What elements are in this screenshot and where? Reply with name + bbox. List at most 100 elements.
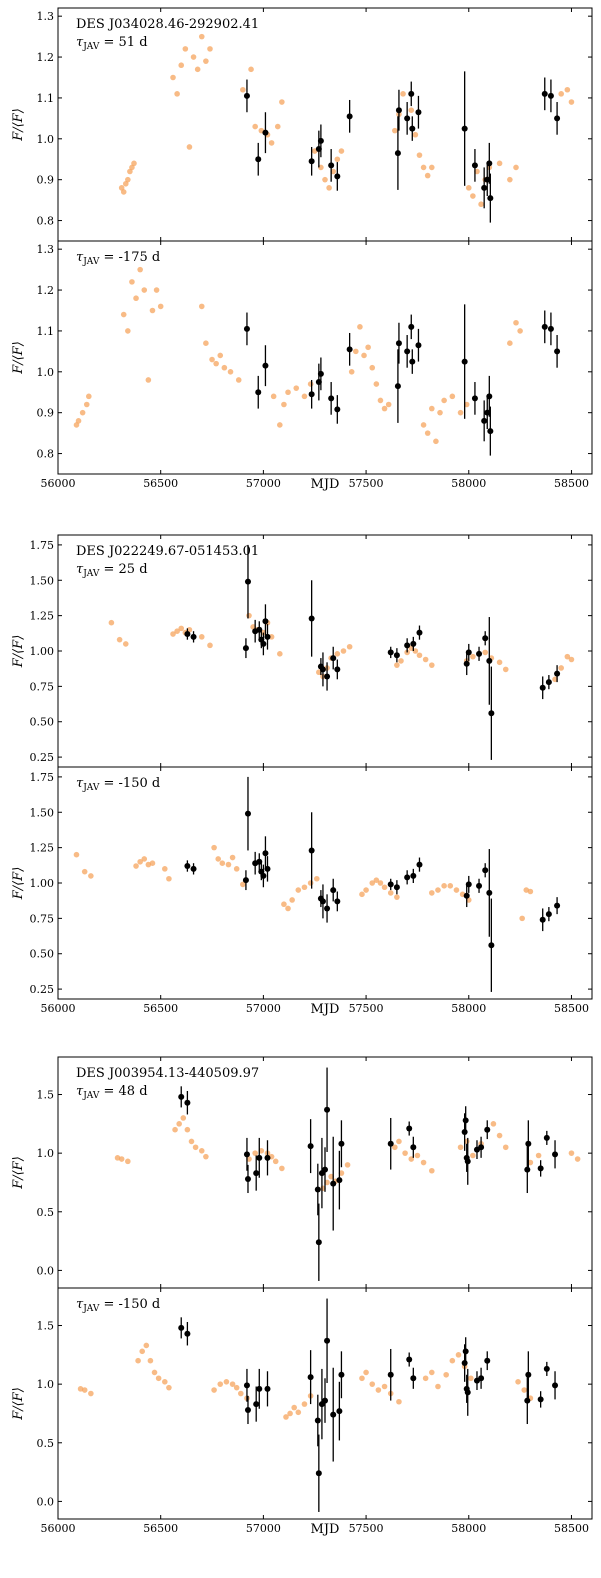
line-point [262,850,269,857]
continuum-point [215,856,221,862]
line-point [314,1186,321,1193]
line-point [314,1417,321,1424]
line-point [262,618,269,625]
line-point [324,1337,331,1344]
line-point [404,348,411,355]
line-point [547,325,554,332]
line-series [178,1298,559,1512]
y-axis-label: F/⟨F⟩ [11,341,26,375]
continuum-point [233,1384,240,1391]
line-point [315,1239,322,1246]
x-tick-label: 58500 [554,1522,589,1535]
y-tick-label: 0.5 [37,1206,55,1219]
continuum-point [129,279,135,285]
continuum-point [227,369,234,375]
line-point [394,150,401,157]
line-point [322,1166,328,1173]
continuum-point [209,356,215,363]
continuum-point [291,1404,297,1411]
y-tick-label: 1.5 [37,1320,55,1333]
line-point [315,1470,322,1477]
continuum-point [457,1144,464,1151]
line-point [395,340,402,347]
y-tick-label: 1.2 [37,51,55,64]
line-point [461,1360,468,1367]
line-point [416,861,423,868]
object-name: DES J022249.67-051453.01 [76,544,259,559]
continuum-point [221,364,228,371]
y-tick-label: 1.75 [30,771,55,784]
x-tick-label: 56000 [41,477,76,490]
continuum-point [120,189,127,195]
continuum-point [502,1144,509,1151]
line-point [410,640,417,647]
continuum-point [157,303,164,310]
line-point [461,358,468,365]
line-point [346,346,353,353]
panel-bottom: 0.0 0.5 1.0 1.5 56000 56500 57000 57500 58000 585… [11,1287,593,1535]
line-point [543,1134,550,1141]
line-point [406,1356,413,1363]
x-tick-label: 56500 [143,477,178,490]
continuum-point [408,107,415,113]
continuum-point [369,364,376,371]
line-point [243,92,250,99]
line-point [334,666,341,673]
continuum-point [324,1179,330,1186]
line-point [525,1371,532,1378]
continuum-point [568,1150,575,1156]
line-point [264,633,271,640]
continuum-point [470,653,476,660]
line-point [537,1396,544,1403]
continuum-point [162,866,168,872]
line-point [190,633,197,640]
continuum-point [437,409,443,416]
continuum-point [240,881,246,888]
line-point [178,1324,185,1331]
line-point [307,1143,314,1150]
continuum-point [172,1126,178,1133]
continuum-point [192,1144,199,1151]
line-point [486,889,493,896]
line-point [410,872,417,879]
line-point [334,173,341,180]
y-tick-label: 0.0 [37,1495,55,1508]
continuum-point [515,1379,521,1385]
line-point [336,1177,343,1184]
continuum-point [155,1375,162,1382]
tau-label: τJAV = -150 d [76,1297,160,1314]
continuum-point [252,123,258,130]
continuum-point [203,1153,209,1160]
continuum-point [207,46,213,52]
continuum-point [277,422,283,428]
line-point [253,1170,260,1177]
continuum-point [527,1159,534,1166]
line-point [324,673,331,680]
line-point [256,1385,263,1392]
continuum-point [387,890,394,896]
continuum-point [400,91,406,97]
line-point [554,348,561,355]
y-tick-label: 1.3 [37,10,55,23]
continuum-point [396,1398,402,1405]
line-point [330,1180,337,1187]
continuum-point [79,409,86,416]
continuum-point [174,628,180,634]
line-point [539,916,546,923]
continuum-point [412,648,419,654]
continuum-point [174,91,180,97]
line-point [481,417,488,424]
panel-top: 0.8 0.9 1.0 1.1 1.2 1.3 F/⟨F⟩ DES J034028.46-29… [11,7,593,242]
object-name: DES J034028.46-292902.41 [76,17,259,32]
line-point [539,684,546,691]
line-point [324,905,331,912]
continuum-point [381,884,388,891]
line-point [484,1126,491,1133]
continuum-point [527,888,534,895]
line-point [256,1154,263,1161]
line-point [552,1151,559,1158]
continuum-point [301,884,308,891]
light-curve-group-1: 0.8 0.9 1.0 1.1 1.2 1.3 F/⟨F⟩ DES J034028.46-29… [11,7,593,492]
line-point [462,1117,469,1124]
